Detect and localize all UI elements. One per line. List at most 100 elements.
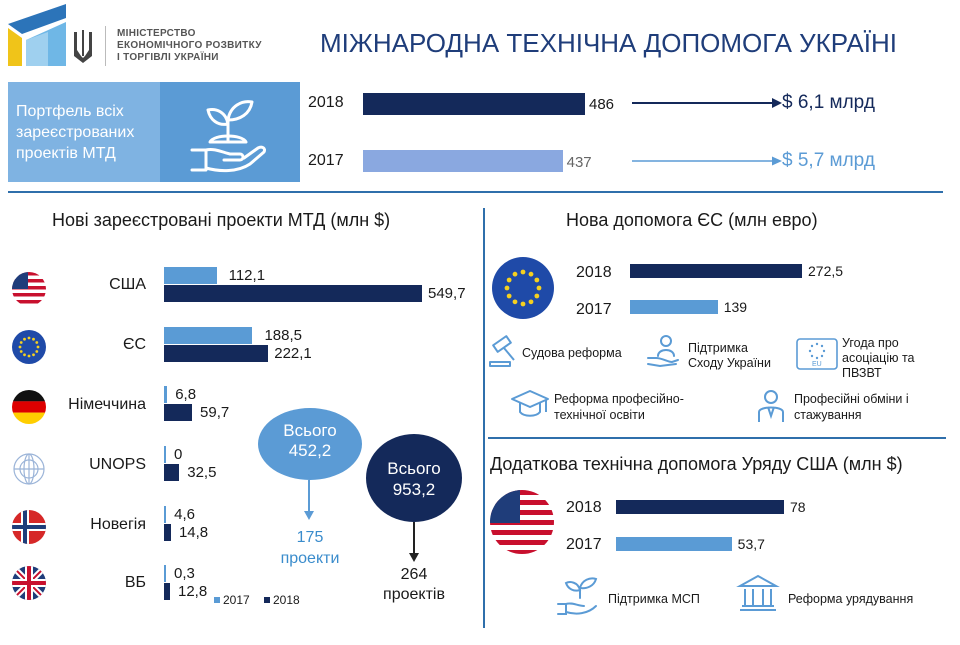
helping-hand-person-icon xyxy=(647,335,679,368)
eu-bar-2017 xyxy=(630,300,718,314)
portfolio-amount-2017: $ 5,7 млрд xyxy=(782,150,875,171)
total-2018-projects-num: 264 xyxy=(400,566,428,583)
category-label-wb: ВБ xyxy=(124,574,146,591)
norway-flag-icon xyxy=(12,510,46,544)
bar-2017-1 xyxy=(164,327,253,344)
data-label-2017-4: 4,6 xyxy=(174,506,196,523)
data-label-2017-5: 0,3 xyxy=(174,565,195,582)
category-label-eu: ЄС xyxy=(122,336,146,353)
trident-icon xyxy=(74,30,92,63)
bar-2018-0 xyxy=(164,285,422,302)
portfolio-year-2017: 2017 xyxy=(308,152,344,169)
portfolio-amount-2018: $ 6,1 млрд xyxy=(782,92,875,113)
us-value-2018: 78 xyxy=(790,499,806,515)
total-2017-projects-word: проекти xyxy=(280,550,340,567)
chart-title-us-aid: Додаткова технічна допомога Уряду США (м… xyxy=(490,454,903,474)
un-emblem-icon xyxy=(13,453,45,485)
total-2017-arrow xyxy=(304,480,314,520)
eu-feature-exch-line1: Професійні обміни і xyxy=(794,392,909,406)
portfolio-bar-2017 xyxy=(363,150,563,172)
eu-star xyxy=(506,277,512,283)
portfolio-label-box xyxy=(8,82,160,182)
eu-star xyxy=(520,301,526,307)
data-label-2018-0: 549,7 xyxy=(428,285,466,302)
eu-feature-assoc-line2: асоціацію та xyxy=(842,351,915,365)
portfolio-value-2018: 486 xyxy=(589,96,615,113)
eu-circle-flag-icon xyxy=(492,257,554,319)
us-circle-flag-icon xyxy=(490,490,554,554)
us-flag-icon xyxy=(12,272,46,306)
eu-star xyxy=(512,299,518,305)
graduation-cap-icon xyxy=(511,390,549,417)
eu-star xyxy=(534,277,540,283)
professional-person-icon xyxy=(758,390,784,422)
total-2018-label: Всього xyxy=(387,459,441,478)
ministry-name-line2: ЕКОНОМІЧНОГО РОЗВИТКУ xyxy=(117,40,262,51)
gavel-icon xyxy=(489,335,515,367)
eu-star xyxy=(520,269,526,275)
eu-feature-east-line2: Сходу України xyxy=(688,356,771,370)
eu-feature-voc-line2: технічної освіти xyxy=(554,408,645,422)
portfolio-label-line2: зареєстрованих xyxy=(16,124,135,141)
total-2017-label: Всього xyxy=(283,421,337,440)
sme-support-icon xyxy=(557,577,598,615)
legend-label-2018: 2018 xyxy=(273,593,300,607)
portfolio-arrow-2018 xyxy=(632,98,782,108)
eu-year-2018: 2018 xyxy=(576,264,612,281)
seedling-hand-icon xyxy=(190,100,266,173)
total-2018-circle xyxy=(366,434,462,522)
portfolio-bar-2018 xyxy=(363,93,585,115)
divider-top xyxy=(8,191,943,193)
eu-value-2018: 272,5 xyxy=(808,263,844,279)
bar-2017-4 xyxy=(164,506,167,523)
total-2018-arrow xyxy=(409,522,419,562)
ministry-divider xyxy=(105,26,106,66)
data-label-2018-2: 59,7 xyxy=(200,404,230,421)
chart-title-new-projects: Нові зареєстровані проекти МТД (млн $) xyxy=(52,210,391,230)
portfolio-label-line1: Портфель всіх xyxy=(16,103,124,120)
eu-star xyxy=(506,293,512,299)
eu-star xyxy=(534,293,540,299)
eu-star xyxy=(528,299,534,305)
bar-2017-5 xyxy=(164,565,166,582)
eu-flag-icon xyxy=(12,330,46,364)
eu-feature-judicial: Судова реформа xyxy=(522,346,622,360)
data-label-2018-4: 14,8 xyxy=(178,524,209,541)
eu-feature-voc-line1: Реформа професійно- xyxy=(554,392,684,406)
eu-feature-assoc-line1: Угода про xyxy=(842,336,899,350)
divider-vertical xyxy=(483,208,485,628)
legend-swatch-2017 xyxy=(214,597,220,603)
us-bar-2018 xyxy=(616,500,784,514)
bar-2018-4 xyxy=(164,524,171,541)
bar-2018-2 xyxy=(164,404,193,421)
ministry-name-line3: І ТОРГІВЛІ УКРАЇНИ xyxy=(117,52,219,63)
data-label-2017-3: 0 xyxy=(174,446,183,463)
uk-flag-icon xyxy=(12,566,46,600)
portfolio-arrow-2017 xyxy=(632,156,782,166)
portfolio-year-2018: 2018 xyxy=(308,94,344,111)
eu-feature-assoc-line3: ПВЗВТ xyxy=(842,366,882,380)
us-bar-2017 xyxy=(616,537,732,551)
portfolio-label-line3: проектів МТД xyxy=(16,145,116,162)
bar-2017-2 xyxy=(164,386,168,403)
eu-value-2017: 139 xyxy=(723,299,748,315)
bar-2018-3 xyxy=(164,464,180,481)
us-value-2017: 53,7 xyxy=(737,536,765,552)
ministry-logo-icon xyxy=(8,4,66,66)
ministry-name-line1: МІНІСТЕРСТВО xyxy=(117,28,196,39)
eu-star xyxy=(512,271,518,277)
eu-star xyxy=(536,285,542,291)
divider-right xyxy=(488,437,946,439)
bar-2017-0 xyxy=(164,267,217,284)
category-label-unops: UNOPS xyxy=(89,456,146,473)
portfolio-value-2017: 437 xyxy=(566,154,592,171)
germany-flag-icon xyxy=(12,390,46,424)
eu-year-2017: 2017 xyxy=(576,301,612,318)
eu-agreement-icon xyxy=(796,338,838,370)
total-2018-value: 953,2 xyxy=(392,480,436,499)
bar-2018-5 xyxy=(164,583,170,600)
eu-star xyxy=(504,285,510,291)
data-label-2017-2: 6,8 xyxy=(175,386,197,403)
bar-2018-1 xyxy=(164,345,269,362)
data-label-2017-0: 112,1 xyxy=(228,267,266,284)
